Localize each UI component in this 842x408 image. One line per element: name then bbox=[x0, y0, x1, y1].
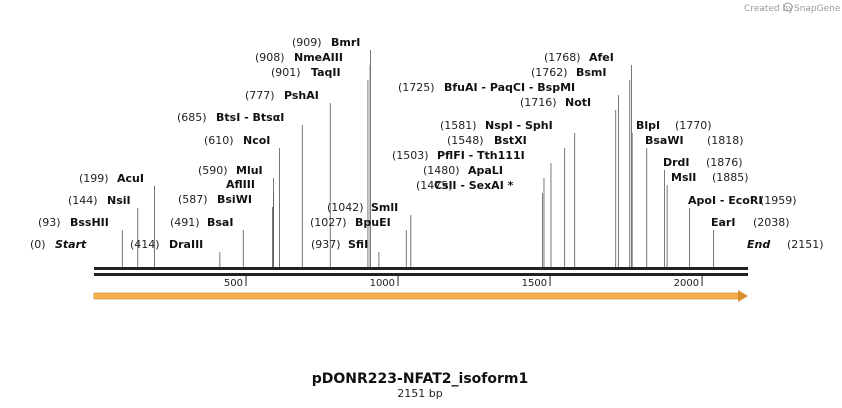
cut-site-position: (1475) bbox=[416, 179, 453, 192]
enzyme-label[interactable]: SfiI bbox=[348, 238, 368, 251]
map-subtitle: 2151 bp bbox=[397, 387, 442, 400]
cut-site-position: (901) bbox=[271, 66, 301, 79]
enzyme-label[interactable]: BfuAI - PaqCI - BspMI bbox=[444, 81, 575, 94]
feature-arrow[interactable] bbox=[93, 290, 748, 302]
enzyme-label[interactable]: AcuI bbox=[117, 172, 144, 185]
enzyme-label[interactable]: EarI bbox=[711, 216, 735, 229]
enzyme-label[interactable]: DraIII bbox=[169, 238, 203, 251]
enzyme-label[interactable]: BsaWI bbox=[645, 134, 684, 147]
enzyme-label[interactable]: BmrI bbox=[331, 36, 360, 49]
axis-tick-label: 500 bbox=[224, 278, 243, 289]
end-label: End bbox=[747, 238, 770, 251]
enzyme-label[interactable]: BlpI bbox=[636, 119, 660, 132]
backbone-top-strand bbox=[94, 267, 748, 270]
cut-site-position: (937) bbox=[311, 238, 341, 251]
enzyme-label[interactable]: MslI bbox=[671, 171, 696, 184]
cut-site-position: (1885) bbox=[712, 171, 749, 184]
cut-site-position: (610) bbox=[204, 134, 234, 147]
cut-site-position: (685) bbox=[177, 111, 207, 124]
enzyme-label[interactable]: ApaLI bbox=[468, 164, 503, 177]
cut-site-position: (1503) bbox=[392, 149, 429, 162]
enzyme-label[interactable]: AflIII bbox=[226, 178, 255, 191]
enzyme-label[interactable]: BssHII bbox=[70, 216, 109, 229]
credit-brand: SnapGene bbox=[794, 4, 841, 14]
cut-site-position: (1762) bbox=[531, 66, 568, 79]
cut-site-position: (1768) bbox=[544, 51, 581, 64]
cut-site-position: (144) bbox=[68, 194, 98, 207]
enzyme-label[interactable]: TaqII bbox=[311, 66, 341, 79]
start-label: Start bbox=[55, 238, 87, 251]
cut-site-position: (1548) bbox=[447, 134, 484, 147]
enzyme-label[interactable]: CslI - SexAI * bbox=[434, 179, 514, 192]
snapgene-logo-icon bbox=[783, 2, 793, 12]
enzyme-label[interactable]: NcoI bbox=[243, 134, 270, 147]
end-position: (2151) bbox=[787, 238, 824, 251]
enzyme-label[interactable]: AfeI bbox=[589, 51, 614, 64]
axis-ticks: 500 1000 1500 2000 bbox=[224, 276, 703, 289]
enzyme-label[interactable]: PshAI bbox=[284, 89, 319, 102]
enzyme-label[interactable]: NmeAIII bbox=[294, 51, 343, 64]
cut-site-position: (590) bbox=[198, 164, 228, 177]
enzyme-label[interactable]: PflFI - Tth111I bbox=[437, 149, 525, 162]
cut-site-position: (908) bbox=[255, 51, 285, 64]
cut-site-position: (777) bbox=[245, 89, 275, 102]
cut-site-position: (1770) bbox=[675, 119, 712, 132]
enzyme-label[interactable]: BsmI bbox=[576, 66, 607, 79]
cut-site-stems bbox=[121, 50, 715, 269]
enzyme-label[interactable]: NotI bbox=[565, 96, 591, 109]
cut-site-position: (414) bbox=[130, 238, 160, 251]
cut-site-position: (1725) bbox=[398, 81, 435, 94]
enzyme-label[interactable]: BtsI - BtsαI bbox=[216, 111, 284, 124]
enzyme-label[interactable]: BsaI bbox=[207, 216, 233, 229]
cut-site-position: (1480) bbox=[423, 164, 460, 177]
cut-site-position: (1818) bbox=[707, 134, 744, 147]
credit-prefix: Created by bbox=[744, 4, 794, 14]
cut-site-labels: (93) BssHII (144) NsiI (199) AcuI (414) DraIII (… bbox=[38, 36, 797, 251]
cut-site-position: (1716) bbox=[520, 96, 557, 109]
enzyme-label[interactable]: BpuEI bbox=[355, 216, 391, 229]
enzyme-label[interactable]: ApoI - EcoRI bbox=[688, 194, 762, 207]
enzyme-label[interactable]: NsiI bbox=[107, 194, 131, 207]
cut-site-position: (1876) bbox=[706, 156, 743, 169]
axis-tick-label: 2000 bbox=[674, 278, 699, 289]
enzyme-label[interactable]: DrdI bbox=[663, 156, 690, 169]
cut-site-position: (909) bbox=[292, 36, 322, 49]
map-title: pDONR223-NFAT2_isoform1 bbox=[312, 371, 528, 387]
enzyme-label[interactable]: BstXI bbox=[494, 134, 527, 147]
enzyme-label[interactable]: NspI - SphI bbox=[485, 119, 553, 132]
cut-site-position: (93) bbox=[38, 216, 61, 229]
enzyme-label[interactable]: MluI bbox=[236, 164, 263, 177]
cut-site-position: (2038) bbox=[753, 216, 790, 229]
cut-site-position: (1959) bbox=[760, 194, 797, 207]
enzyme-label[interactable]: SmlI bbox=[371, 201, 398, 214]
cut-site-position: (1042) bbox=[327, 201, 364, 214]
cut-site-position: (199) bbox=[79, 172, 109, 185]
cut-site-position: (491) bbox=[170, 216, 200, 229]
enzyme-label[interactable]: BsiWI bbox=[217, 193, 252, 206]
start-position: (0) bbox=[30, 238, 46, 251]
cut-site-position: (1581) bbox=[440, 119, 477, 132]
backbone-bottom-strand bbox=[94, 273, 748, 276]
axis-tick-label: 1000 bbox=[370, 278, 395, 289]
cut-site-position: (1027) bbox=[310, 216, 347, 229]
cut-site-position: (587) bbox=[178, 193, 208, 206]
axis-tick-label: 1500 bbox=[522, 278, 547, 289]
